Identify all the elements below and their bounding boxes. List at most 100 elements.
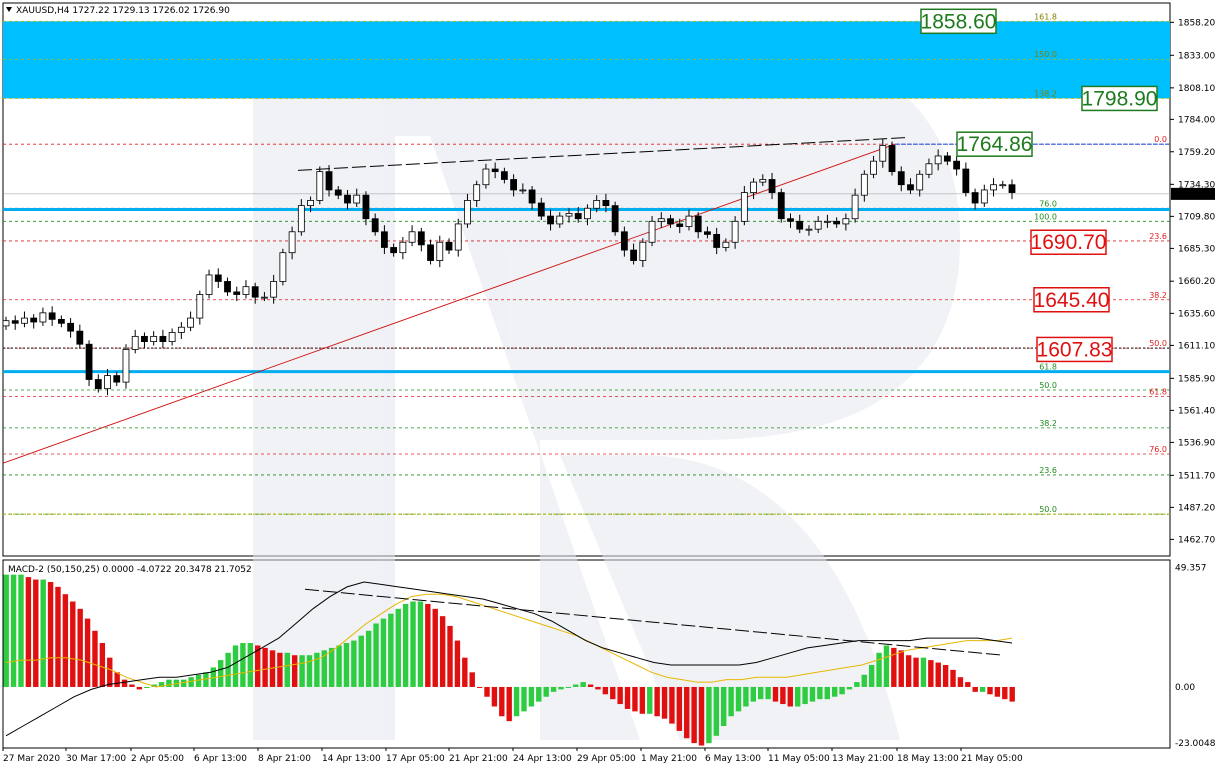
macd-bar bbox=[284, 652, 290, 687]
candle-up bbox=[814, 220, 822, 230]
candle-up bbox=[593, 200, 601, 209]
fib-label-red: 38.2 bbox=[1149, 291, 1167, 300]
macd-bar bbox=[506, 686, 512, 722]
price-tick-label: 1833.00 bbox=[1178, 51, 1215, 61]
candle-down bbox=[57, 318, 65, 324]
candle-up bbox=[879, 145, 887, 162]
candle-down bbox=[602, 200, 610, 207]
price-tick-label: 1611.10 bbox=[1178, 341, 1215, 351]
level-box bbox=[1033, 287, 1110, 313]
macd-tick-label: 0.00 bbox=[1175, 683, 1195, 693]
chart-header: XAUUSD,H4 1727.22 1729.13 1726.02 1726.9… bbox=[16, 6, 230, 16]
macd-bar bbox=[84, 618, 91, 687]
candle-up bbox=[242, 286, 250, 295]
macd-bar bbox=[306, 655, 313, 687]
candle-down bbox=[768, 179, 776, 193]
macd-bar bbox=[365, 630, 372, 687]
macd-bar bbox=[661, 686, 668, 719]
candle-down bbox=[94, 379, 102, 390]
fib-label-green: 61.8 bbox=[1039, 363, 1057, 372]
candle-down bbox=[491, 168, 499, 173]
macd-bar bbox=[454, 640, 461, 687]
macd-bar bbox=[802, 686, 808, 705]
current-price-box bbox=[1171, 187, 1215, 200]
macd-bar bbox=[314, 652, 320, 687]
candle-up bbox=[261, 296, 268, 299]
candle-down bbox=[390, 247, 398, 254]
candle-down bbox=[574, 213, 582, 220]
macd-bar bbox=[410, 601, 416, 687]
candle-up bbox=[740, 192, 748, 222]
macd-bar bbox=[321, 650, 327, 687]
macd-histogram bbox=[3, 574, 1015, 746]
macd-bar bbox=[395, 608, 401, 687]
candle-down bbox=[85, 343, 93, 380]
watermark-stem bbox=[253, 36, 395, 740]
macd-bar bbox=[676, 686, 683, 731]
macd-bar bbox=[565, 686, 572, 688]
macd-bar bbox=[358, 635, 364, 687]
candle-down bbox=[251, 286, 259, 298]
price-tick-label: 1511.70 bbox=[1178, 471, 1215, 481]
level-label: 1764.86 bbox=[957, 133, 1033, 156]
macd-bar bbox=[809, 686, 816, 702]
time-tick-label: 6 Apr 13:00 bbox=[194, 754, 247, 764]
candle-up bbox=[519, 189, 527, 192]
macd-bar bbox=[77, 608, 83, 687]
macd-bar bbox=[698, 686, 705, 746]
macd-bar bbox=[195, 674, 202, 687]
chart-menu-icon bbox=[6, 7, 12, 12]
candle-up bbox=[307, 200, 314, 207]
macd-bar bbox=[728, 686, 734, 717]
candle-down bbox=[888, 145, 896, 173]
candle-up bbox=[205, 274, 213, 295]
macd-bar bbox=[107, 657, 113, 687]
candle-up bbox=[482, 168, 490, 186]
candle-up bbox=[104, 375, 111, 390]
macd-bar bbox=[942, 664, 949, 687]
candle-down bbox=[953, 160, 961, 170]
candle-down bbox=[67, 322, 75, 332]
macd-bar bbox=[70, 601, 76, 687]
macd-bar bbox=[225, 652, 231, 687]
level-label: 1798.90 bbox=[1082, 87, 1158, 110]
macd-bar bbox=[55, 586, 61, 687]
candle-down bbox=[325, 171, 333, 191]
candle-down bbox=[233, 291, 241, 295]
macd-bar bbox=[987, 686, 993, 695]
macd-bar bbox=[188, 677, 194, 687]
macd-header: MACD-2 (50,150,25) 0.0000 -4.0722 20.347… bbox=[8, 565, 252, 575]
time-tick-label: 11 May 05:00 bbox=[768, 754, 830, 764]
candle-down bbox=[334, 189, 342, 196]
price-tick-label: 1462.70 bbox=[1178, 535, 1215, 545]
candle-down bbox=[547, 215, 554, 225]
price-tick-label: 1759.20 bbox=[1178, 148, 1215, 158]
candle-up bbox=[408, 231, 416, 243]
level-box bbox=[1036, 336, 1113, 363]
macd-bar bbox=[794, 686, 801, 707]
macd-bar bbox=[647, 686, 653, 714]
macd-bar bbox=[336, 645, 342, 687]
macd-bar bbox=[543, 686, 549, 697]
candle-up bbox=[851, 194, 859, 220]
watermark-bowl bbox=[395, 36, 960, 740]
candle-up bbox=[860, 173, 868, 196]
candle-down bbox=[611, 205, 619, 233]
target-zone bbox=[3, 21, 1170, 99]
candle-down bbox=[344, 194, 351, 204]
macd-bar bbox=[291, 655, 298, 687]
fib-label-green: 50.0 bbox=[1039, 381, 1057, 390]
macd-bar bbox=[351, 640, 357, 687]
macd-bar bbox=[166, 679, 172, 687]
candle-down bbox=[537, 202, 545, 217]
macd-bar bbox=[62, 594, 69, 687]
macd-bar bbox=[824, 686, 830, 700]
price-tick-label: 1536.90 bbox=[1178, 438, 1215, 448]
level-label: 1690.70 bbox=[1031, 231, 1107, 254]
time-tick-label: 2 Apr 05:00 bbox=[131, 754, 184, 764]
level-label: 1607.83 bbox=[1037, 338, 1113, 361]
macd-bar bbox=[772, 686, 779, 702]
level-label: 1645.40 bbox=[1034, 289, 1110, 312]
